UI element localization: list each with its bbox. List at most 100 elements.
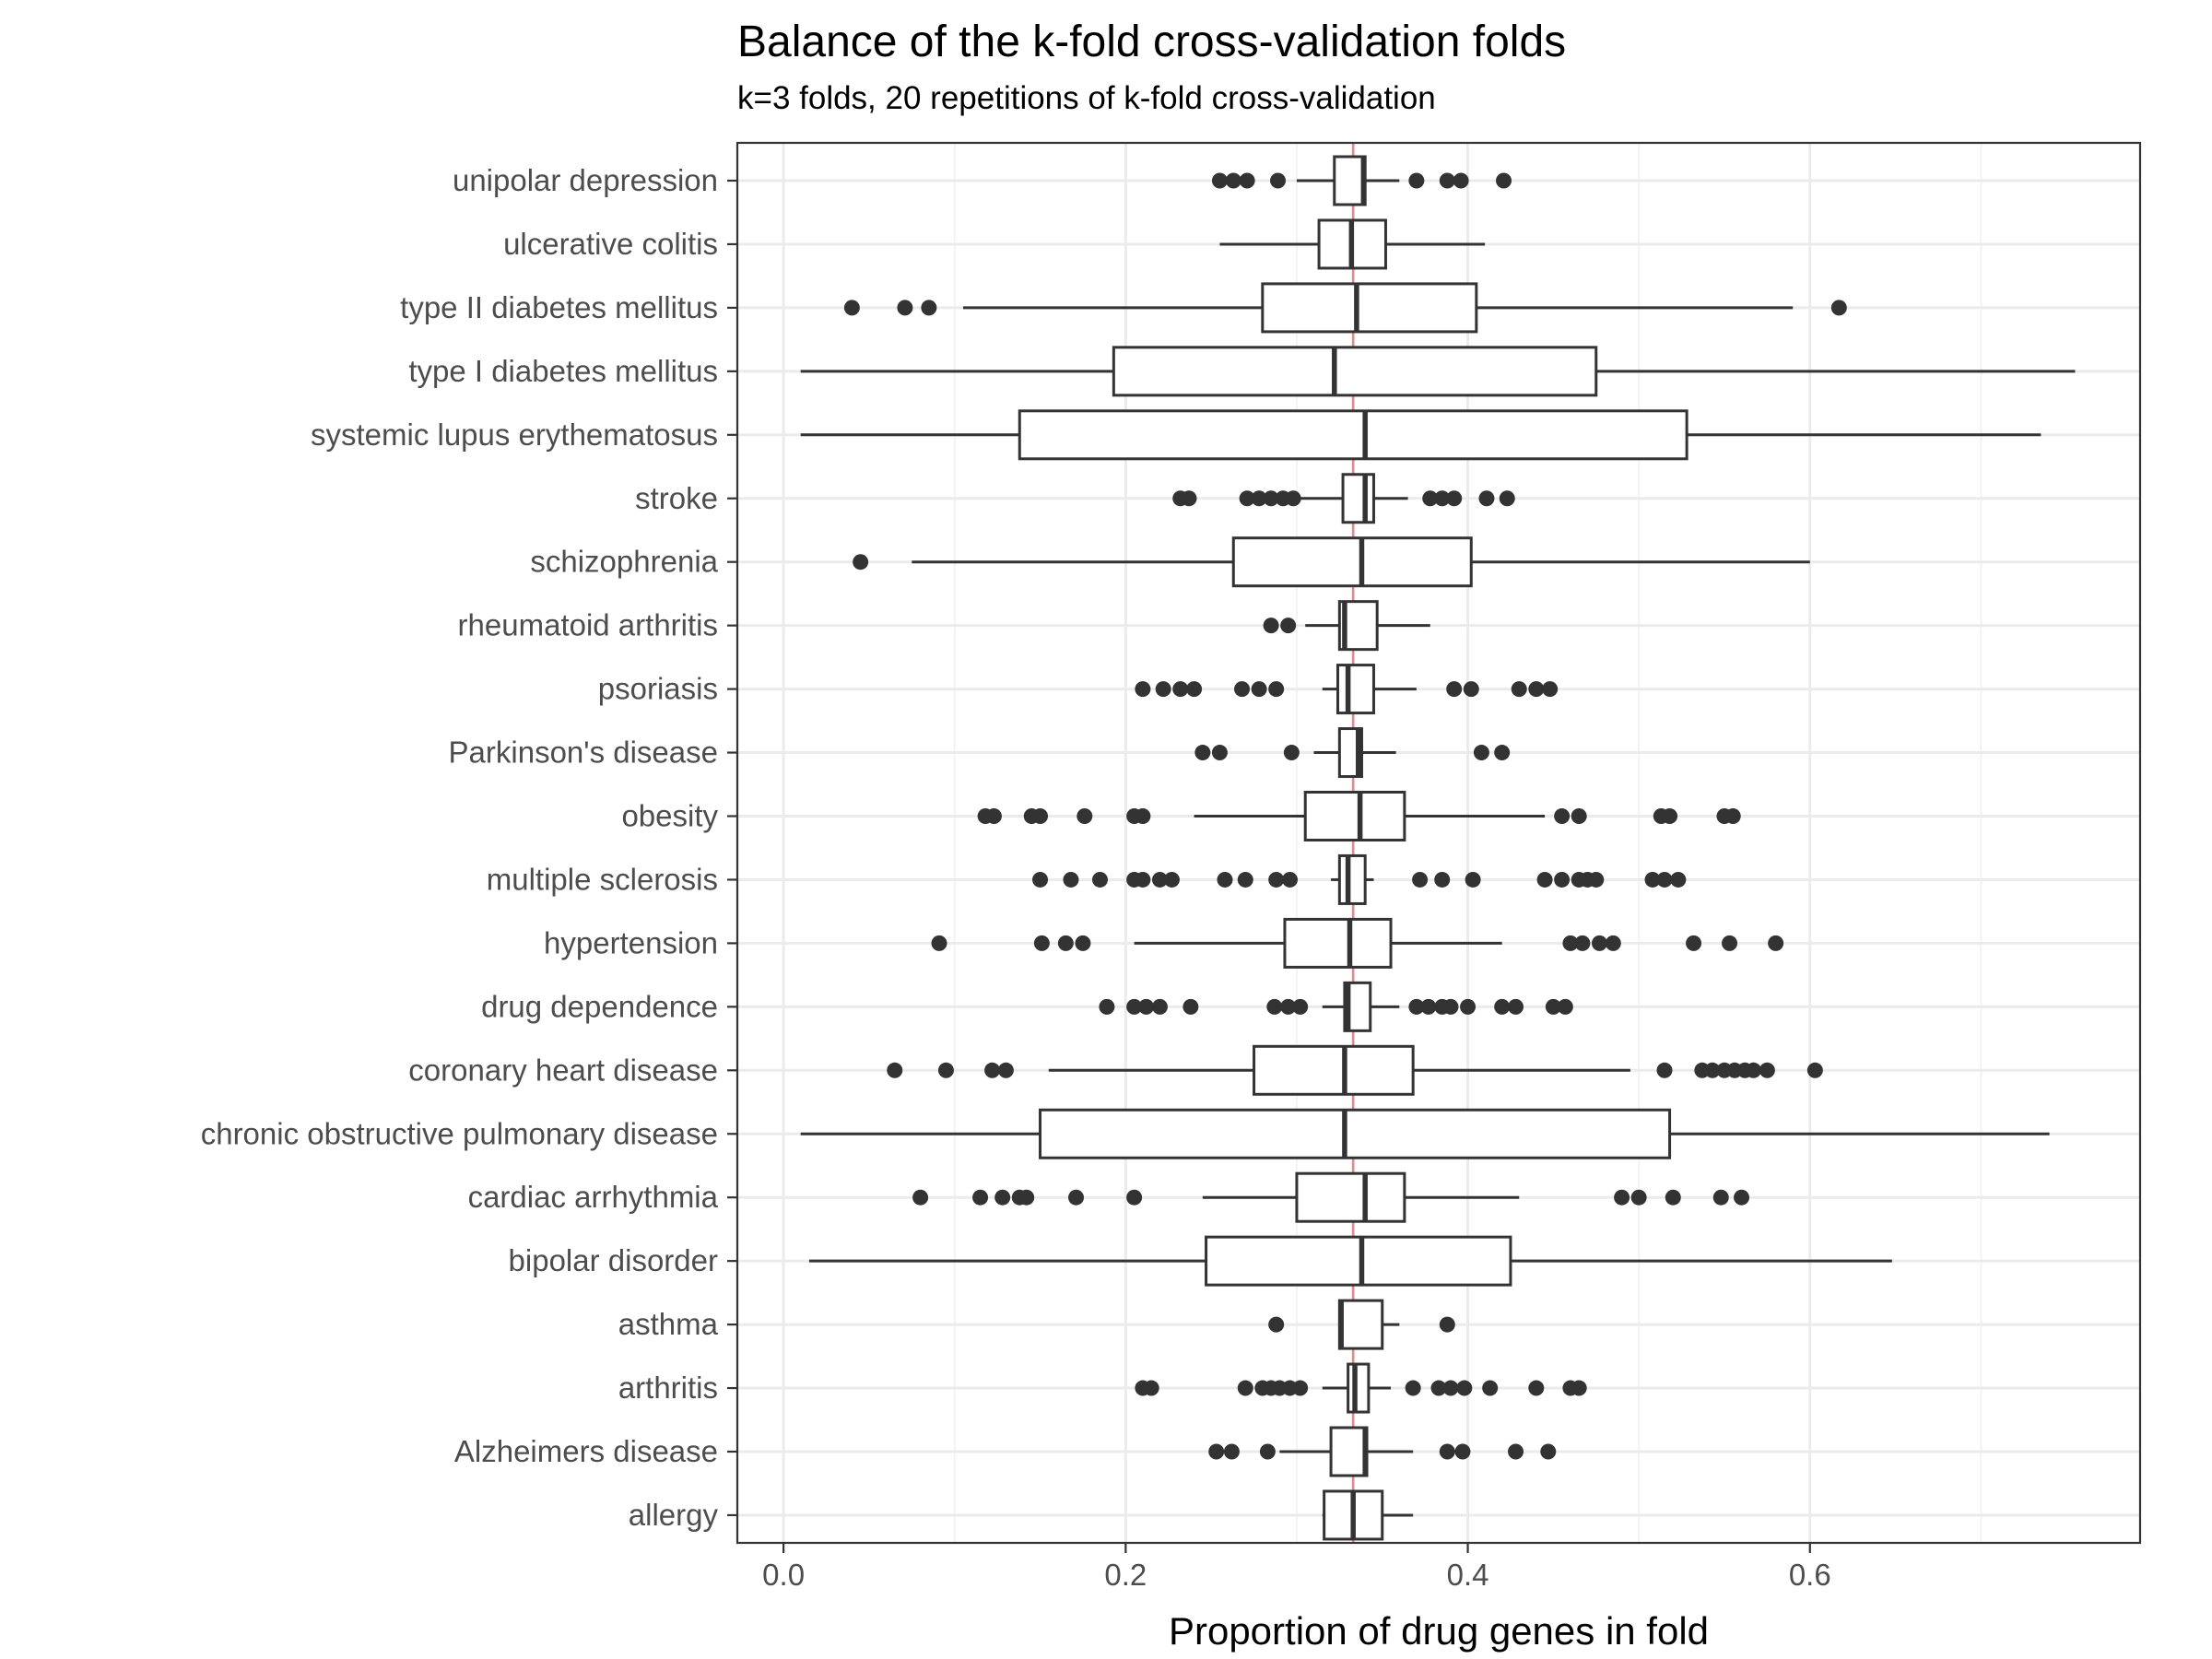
- box-row: [800, 346, 2076, 397]
- x-tick-label: 0.0: [762, 1558, 805, 1592]
- outlier-point: [1251, 490, 1267, 507]
- outlier-point: [1420, 998, 1437, 1015]
- outlier-point: [1099, 998, 1115, 1015]
- x-axis-title: Proportion of drug genes in fold: [1169, 1609, 1709, 1653]
- outlier-point: [1151, 871, 1168, 888]
- y-tick-label: systemic lupus erythematosus: [311, 418, 718, 452]
- box-row: [853, 536, 1810, 588]
- y-tick-label: allergy: [629, 1498, 719, 1532]
- outlier-point: [1063, 871, 1079, 888]
- y-tick-label: stroke: [635, 481, 718, 515]
- outlier-point: [1211, 745, 1228, 761]
- outlier-point: [1143, 1380, 1159, 1396]
- outlier-point: [1759, 1062, 1775, 1078]
- outlier-point: [1482, 1380, 1499, 1396]
- box-row: [1032, 853, 1687, 905]
- outlier-point: [1266, 998, 1283, 1015]
- box-iqr: [1337, 853, 1367, 905]
- outlier-point: [1442, 1380, 1459, 1396]
- outlier-point: [1225, 172, 1241, 189]
- outlier-point: [1211, 172, 1228, 189]
- y-tick-label: Alzheimers disease: [454, 1434, 718, 1468]
- outlier-point: [1562, 935, 1579, 951]
- outlier-point: [1181, 490, 1197, 507]
- outlier-point: [1032, 808, 1049, 824]
- outlier-point: [1588, 871, 1605, 888]
- box-iqr: [1333, 155, 1367, 206]
- outlier-point: [1263, 490, 1279, 507]
- y-tick-label: rheumatoid arthritis: [458, 608, 718, 642]
- outlier-point: [1237, 1380, 1253, 1396]
- box-iqr: [1039, 1108, 1672, 1159]
- outlier-point: [1251, 681, 1267, 698]
- outlier-point: [1268, 1316, 1285, 1333]
- outlier-point: [1237, 871, 1253, 888]
- outlier-point: [1285, 490, 1301, 507]
- box-row: [1322, 1489, 1414, 1541]
- box-iqr: [1253, 1044, 1415, 1096]
- y-tick-label: drug dependence: [481, 989, 718, 1023]
- outlier-point: [1434, 490, 1451, 507]
- outlier-point: [1454, 1443, 1471, 1460]
- outlier-point: [1268, 871, 1285, 888]
- outlier-point: [1151, 998, 1168, 1015]
- outlier-point: [1208, 1443, 1225, 1460]
- box-iqr: [1112, 346, 1598, 397]
- outlier-point: [1463, 681, 1479, 698]
- outlier-point: [843, 300, 860, 316]
- y-tick-label: asthma: [618, 1307, 719, 1341]
- outlier-point: [1292, 1380, 1309, 1396]
- outlier-point: [1075, 935, 1091, 951]
- outlier-point: [1571, 808, 1587, 824]
- outlier-point: [1126, 1189, 1143, 1206]
- y-tick-label: schizophrenia: [530, 545, 718, 579]
- outlier-point: [1453, 172, 1469, 189]
- outlier-point: [1540, 1443, 1557, 1460]
- outlier-point: [1591, 935, 1607, 951]
- outlier-point: [1473, 745, 1489, 761]
- outlier-point: [1163, 871, 1180, 888]
- box-row: [1099, 981, 1573, 1032]
- outlier-point: [1722, 935, 1738, 951]
- outlier-point: [912, 1189, 929, 1206]
- outlier-point: [921, 300, 937, 316]
- outlier-point: [887, 1062, 903, 1078]
- outlier-point: [1135, 871, 1151, 888]
- outlier-point: [1712, 1189, 1729, 1206]
- outlier-point: [1172, 681, 1189, 698]
- y-tick-label: bipolar disorder: [509, 1243, 718, 1277]
- box-row: [1194, 727, 1511, 779]
- outlier-point: [1126, 998, 1143, 1015]
- outlier-point: [1542, 681, 1559, 698]
- outlier-point: [1018, 1189, 1035, 1206]
- outlier-point: [1412, 871, 1429, 888]
- outlier-point: [1614, 1189, 1630, 1206]
- outlier-point: [1746, 1062, 1762, 1078]
- outlier-point: [1686, 935, 1702, 951]
- outlier-point: [1554, 808, 1571, 824]
- outlier-point: [1077, 808, 1093, 824]
- outlier-point: [1182, 998, 1199, 1015]
- outlier-point: [1554, 871, 1571, 888]
- outlier-point: [1630, 1189, 1647, 1206]
- outlier-point: [994, 1189, 1011, 1206]
- outlier-point: [1508, 998, 1524, 1015]
- box-row: [800, 1108, 2050, 1159]
- box-iqr: [1303, 791, 1406, 841]
- outlier-point: [1280, 618, 1297, 634]
- box-iqr: [1283, 917, 1393, 969]
- x-tick-label: 0.2: [1104, 1558, 1147, 1592]
- box-iqr: [1335, 664, 1375, 715]
- outlier-point: [1135, 681, 1151, 698]
- outlier-point: [1405, 1380, 1421, 1396]
- box-row: [1172, 473, 1515, 524]
- outlier-point: [1724, 808, 1741, 824]
- outlier-point: [1465, 871, 1481, 888]
- outlier-point: [1557, 998, 1573, 1015]
- outlier-point: [984, 1062, 1001, 1078]
- outlier-point: [1270, 172, 1287, 189]
- box-row: [1208, 1426, 1557, 1477]
- outlier-point: [1280, 998, 1297, 1015]
- outlier-point: [1234, 681, 1251, 698]
- outlier-point: [985, 808, 1002, 824]
